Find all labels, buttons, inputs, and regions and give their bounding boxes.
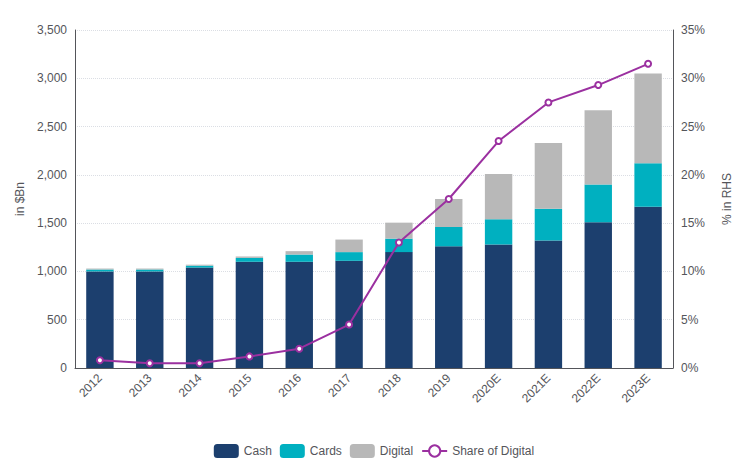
svg-text:15%: 15% (681, 216, 705, 230)
svg-text:% in RHS: % in RHS (720, 173, 734, 225)
svg-text:10%: 10% (681, 264, 705, 278)
svg-text:1,000: 1,000 (37, 264, 67, 278)
svg-text:1,500: 1,500 (37, 216, 67, 230)
svg-text:0%: 0% (681, 361, 699, 375)
svg-text:2019: 2019 (425, 371, 454, 400)
svg-text:2012: 2012 (76, 371, 105, 400)
svg-text:2014: 2014 (176, 371, 205, 400)
svg-text:30%: 30% (681, 71, 705, 85)
svg-text:2,000: 2,000 (37, 168, 67, 182)
svg-text:2,500: 2,500 (37, 120, 67, 134)
svg-text:2020E: 2020E (469, 371, 503, 405)
svg-text:35%: 35% (681, 23, 705, 37)
svg-text:Cash: Cash (244, 444, 272, 458)
svg-text:Digital: Digital (380, 444, 413, 458)
svg-text:2013: 2013 (126, 371, 155, 400)
svg-text:2016: 2016 (275, 371, 304, 400)
svg-text:3,500: 3,500 (37, 23, 67, 37)
svg-text:25%: 25% (681, 120, 705, 134)
svg-text:Cards: Cards (310, 444, 342, 458)
svg-text:5%: 5% (681, 313, 699, 327)
svg-text:2023E: 2023E (619, 371, 653, 405)
svg-text:0: 0 (60, 361, 67, 375)
svg-text:20%: 20% (681, 168, 705, 182)
svg-text:Share of Digital: Share of Digital (452, 444, 534, 458)
svg-text:3,000: 3,000 (37, 71, 67, 85)
svg-text:2017: 2017 (325, 371, 354, 400)
svg-text:2015: 2015 (226, 371, 255, 400)
svg-text:2021E: 2021E (519, 371, 553, 405)
svg-text:500: 500 (47, 313, 67, 327)
svg-text:in $Bn: in $Bn (13, 182, 27, 216)
svg-text:2022E: 2022E (569, 371, 603, 405)
svg-text:2018: 2018 (375, 371, 404, 400)
